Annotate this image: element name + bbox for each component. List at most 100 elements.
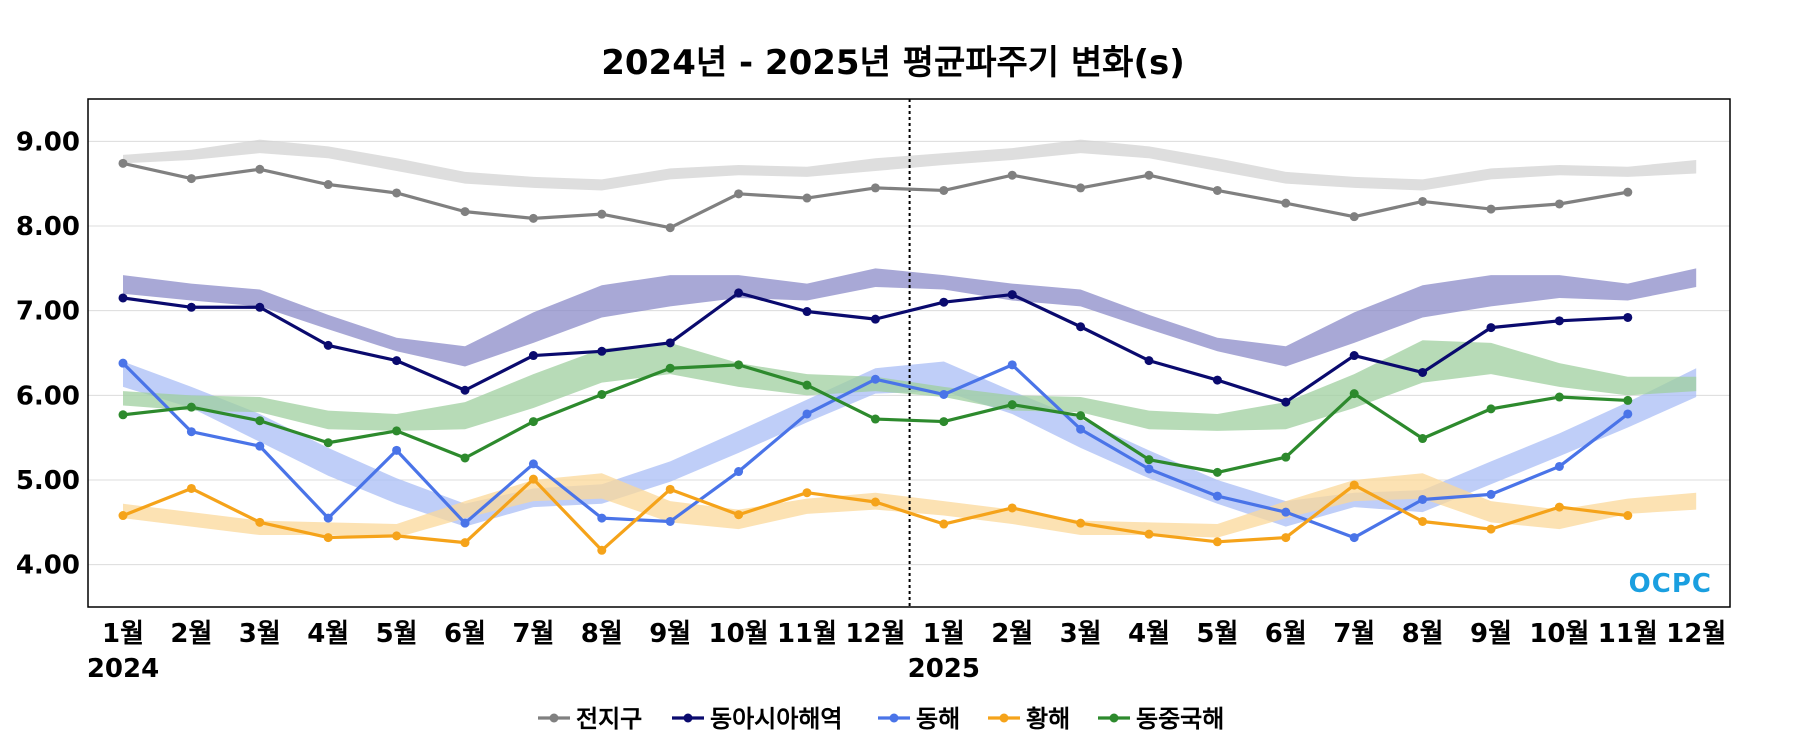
point-동해 bbox=[1007, 360, 1017, 370]
point-동해 bbox=[802, 409, 812, 419]
point-동해 bbox=[528, 459, 538, 469]
point-동아시아해역 bbox=[665, 338, 675, 348]
point-황해 bbox=[1144, 529, 1154, 539]
point-황해 bbox=[392, 531, 402, 541]
point-동해 bbox=[1076, 424, 1086, 434]
y-tick-label: 6.00 bbox=[16, 381, 80, 411]
point-황해 bbox=[1623, 511, 1633, 521]
point-전지구 bbox=[597, 209, 607, 219]
point-동아시아해역 bbox=[734, 288, 744, 298]
point-동아시아해역 bbox=[870, 314, 880, 324]
point-동중국해 bbox=[1007, 400, 1017, 410]
x-tick-label: 3월 bbox=[1060, 619, 1102, 649]
legend-marker-동아시아해역 bbox=[683, 713, 693, 723]
point-동중국해 bbox=[528, 417, 538, 427]
point-동해 bbox=[1623, 409, 1633, 419]
plot-frame bbox=[87, 98, 1731, 608]
x-tick-label: 10월 bbox=[709, 619, 769, 649]
point-황해 bbox=[1007, 503, 1017, 513]
legend-marker-동중국해 bbox=[1109, 713, 1119, 723]
point-동아시아해역 bbox=[186, 302, 196, 312]
point-동아시아해역 bbox=[802, 307, 812, 317]
point-전지구 bbox=[802, 193, 812, 203]
point-동중국해 bbox=[1418, 434, 1428, 444]
point-동해 bbox=[186, 427, 196, 437]
x-tick-label: 12월 bbox=[845, 619, 905, 649]
point-전지구 bbox=[1418, 196, 1428, 206]
point-동중국해 bbox=[1349, 389, 1359, 399]
legend: 전지구 동아시아해역 동해 황해 동중국해 bbox=[538, 705, 1224, 733]
band-동아시아해역 bbox=[123, 268, 1697, 367]
point-전지구 bbox=[1554, 199, 1564, 209]
point-동아시아해역 bbox=[1212, 375, 1222, 385]
x-tick-label: 7월 bbox=[1333, 619, 1375, 649]
point-동아시아해역 bbox=[1144, 356, 1154, 366]
point-동해 bbox=[118, 358, 128, 368]
x-tick-label: 4월 bbox=[307, 619, 349, 649]
y-tick-label: 4.00 bbox=[16, 551, 80, 581]
point-동중국해 bbox=[323, 438, 333, 448]
point-황해 bbox=[597, 545, 607, 555]
point-황해 bbox=[186, 483, 196, 493]
point-동중국해 bbox=[1623, 395, 1633, 405]
point-황해 bbox=[460, 538, 470, 548]
point-동해 bbox=[939, 389, 949, 399]
point-전지구 bbox=[1144, 170, 1154, 180]
point-황해 bbox=[323, 533, 333, 543]
point-황해 bbox=[1554, 502, 1564, 512]
point-동중국해 bbox=[802, 380, 812, 390]
point-동아시아해역 bbox=[1623, 312, 1633, 322]
point-황해 bbox=[1349, 480, 1359, 490]
point-동아시아해역 bbox=[1349, 351, 1359, 361]
line-전지구 bbox=[122, 161, 1629, 230]
ocpc-logo: OCPC bbox=[1629, 569, 1711, 599]
point-전지구 bbox=[665, 223, 675, 233]
point-동아시아해역 bbox=[1076, 322, 1086, 332]
point-전지구 bbox=[1349, 212, 1359, 222]
x-tick-label: 1월 bbox=[923, 619, 965, 649]
legend-label: 전지구 bbox=[576, 705, 642, 733]
point-동해 bbox=[323, 513, 333, 523]
point-동중국해 bbox=[1281, 452, 1291, 462]
point-황해 bbox=[1486, 524, 1496, 534]
x-tick-label: 10월 bbox=[1529, 619, 1589, 649]
point-전지구 bbox=[528, 213, 538, 223]
x-tick-label: 4월 bbox=[1128, 619, 1170, 649]
point-동중국해 bbox=[597, 389, 607, 399]
point-전지구 bbox=[323, 180, 333, 190]
point-동아시아해역 bbox=[1554, 316, 1564, 326]
point-동아시아해역 bbox=[392, 356, 402, 366]
point-황해 bbox=[665, 484, 675, 494]
point-동해 bbox=[460, 518, 470, 528]
x-tick-label: 12월 bbox=[1666, 619, 1726, 649]
point-황해 bbox=[1212, 537, 1222, 547]
point-황해 bbox=[1418, 516, 1428, 526]
point-동해 bbox=[1281, 507, 1291, 517]
x-tick-label: 5월 bbox=[376, 619, 418, 649]
point-동아시아해역 bbox=[460, 385, 470, 395]
point-동아시아해역 bbox=[1007, 290, 1017, 300]
band-황해 bbox=[123, 473, 1697, 538]
legend-marker-황해 bbox=[999, 713, 1009, 723]
x-tick-label: 1월 bbox=[102, 619, 144, 649]
point-전지구 bbox=[1281, 198, 1291, 208]
point-동중국해 bbox=[939, 417, 949, 427]
point-전지구 bbox=[939, 185, 949, 195]
point-동아시아해역 bbox=[528, 351, 538, 361]
point-전지구 bbox=[392, 188, 402, 198]
point-동중국해 bbox=[392, 426, 402, 436]
series-points bbox=[118, 158, 1633, 555]
year-label: 2025 bbox=[908, 654, 980, 684]
legend-label: 동중국해 bbox=[1136, 705, 1224, 733]
point-동해 bbox=[870, 374, 880, 384]
point-황해 bbox=[939, 519, 949, 529]
legend-label: 황해 bbox=[1026, 705, 1070, 733]
legend-marker-동해 bbox=[889, 713, 899, 723]
point-동중국해 bbox=[870, 414, 880, 424]
point-동해 bbox=[1554, 461, 1564, 471]
x-tick-label: 11월 bbox=[777, 619, 837, 649]
point-동중국해 bbox=[186, 402, 196, 412]
point-동해 bbox=[1144, 464, 1154, 474]
point-황해 bbox=[1076, 518, 1086, 528]
y-tick-label: 8.00 bbox=[16, 212, 80, 242]
